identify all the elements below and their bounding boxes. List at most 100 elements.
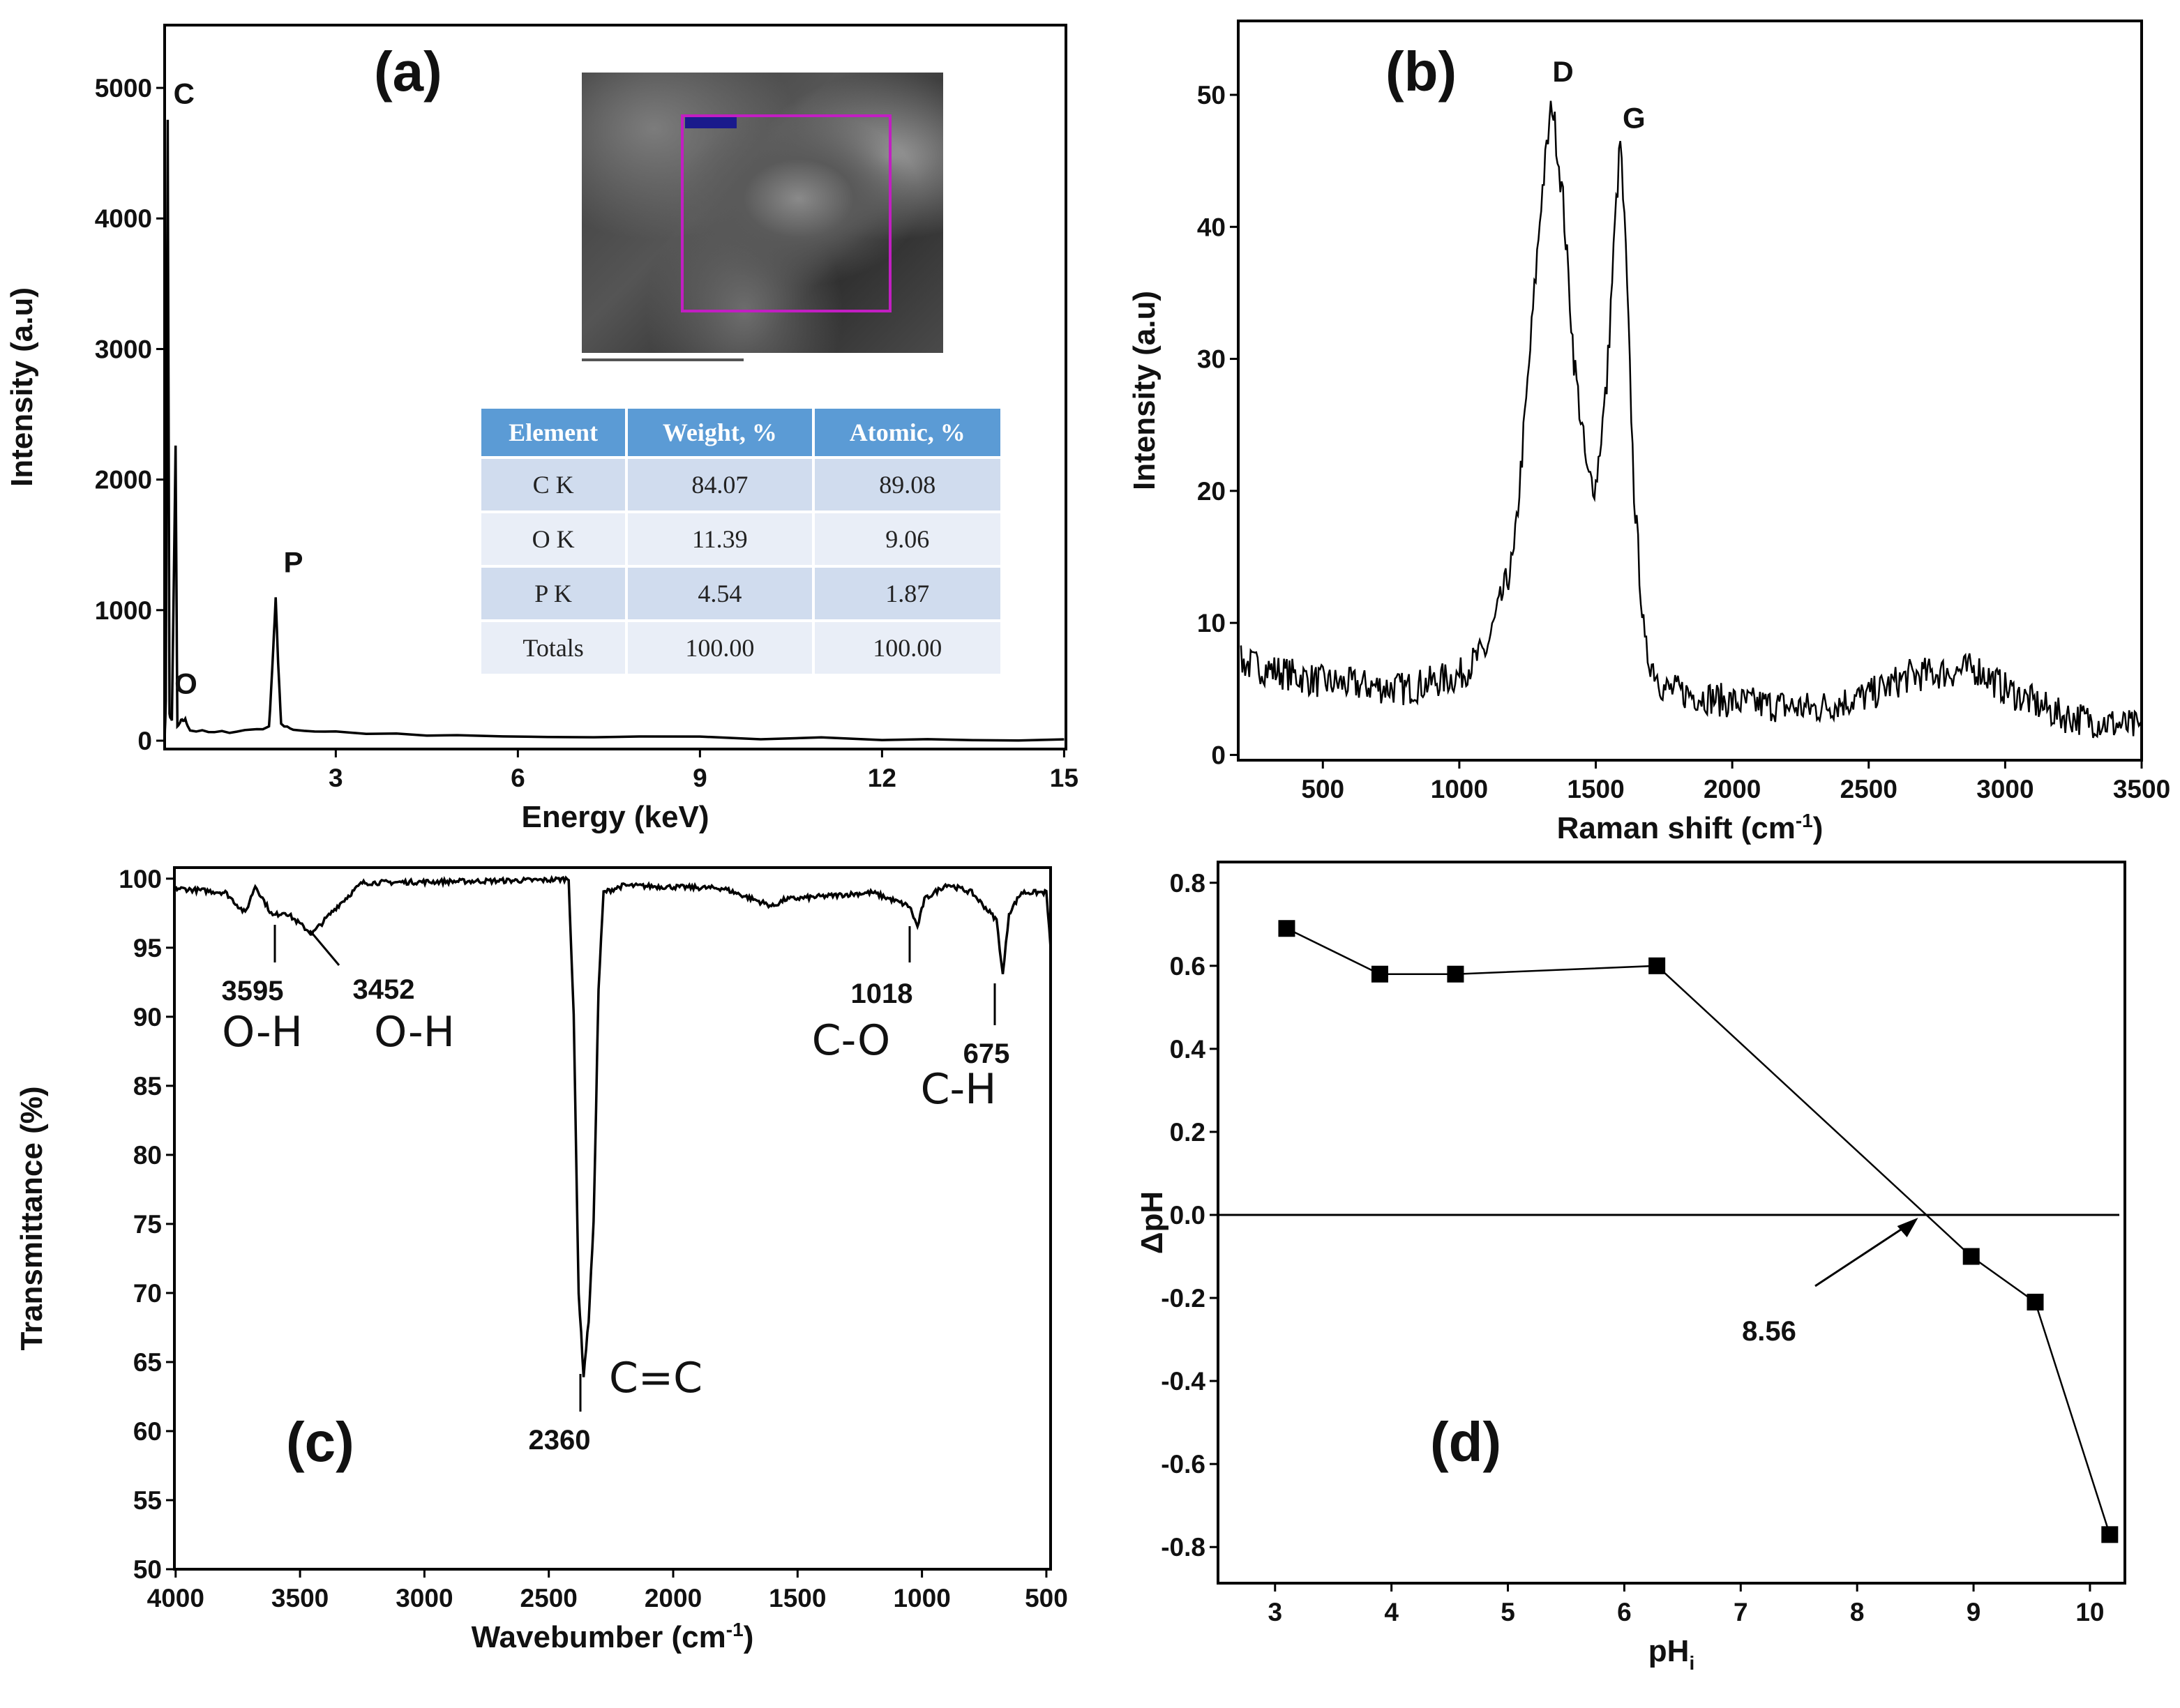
x-axis-title: Wavebumber (cm-1)	[472, 1619, 754, 1654]
table-row: Totals 100.00 100.00	[481, 622, 1000, 674]
edx-composition-table: Element Weight, % Atomic, % C K 84.07 89…	[479, 406, 1003, 677]
panel-label: (b)	[1385, 40, 1457, 103]
y-tick-label: 0.6	[1170, 952, 1205, 981]
x-tick-label: 12	[868, 764, 896, 792]
y-tick-label: 2000	[95, 466, 152, 494]
y-tick-label: 85	[133, 1072, 162, 1101]
wavenumber-label: 675	[963, 1038, 1010, 1069]
panel-d: 3 4 5 6 7 8 9 10 0.8 0.6 0.4 0.2 0.0 -0.2 -0.4 -0.6 -0.8…	[1135, 861, 2126, 1674]
x-tick-label: 4000	[147, 1584, 204, 1612]
cell: 100.00	[814, 622, 1000, 674]
panel-b: 500 1000 1500 2000 2500 3000 3500 0 10 20 30 40 50 Ra…	[1127, 20, 2170, 845]
table-header-row: Element Weight, % Atomic, %	[481, 409, 1000, 456]
cell: 89.08	[814, 459, 1000, 511]
y-tick-label: 0.0	[1170, 1201, 1205, 1230]
y-tick-label: 0.4	[1170, 1035, 1206, 1064]
functional-group-label: C=C	[609, 1354, 702, 1403]
x-tick-label: 3500	[271, 1584, 329, 1612]
x-axis-title-sup: -1	[726, 1619, 744, 1640]
functional-group-label: C-H	[921, 1065, 997, 1114]
x-tick-label: 15	[1050, 764, 1078, 792]
panel-a: 3 6 9 12 15 0 1000 2000 3000 4000 5000 Energy (keV)…	[5, 24, 1078, 834]
y-tick-label: 60	[133, 1417, 162, 1446]
delta-ph-line	[1286, 928, 2111, 1535]
x-tick-label: 2500	[1840, 775, 1897, 803]
sem-spectrum-tag	[685, 117, 737, 128]
x-tick-label: 7	[1734, 1598, 1748, 1626]
functional-group-label: O-H	[222, 1008, 303, 1057]
y-axis-title: ΔpH	[1135, 1191, 1169, 1254]
x-tick-label: 3000	[396, 1584, 453, 1612]
y-tick-label: 3000	[95, 335, 152, 363]
x-axis-title-text: Energy (keV)	[522, 800, 709, 834]
wavenumber-label: 3452	[353, 974, 415, 1005]
wavenumber-label: 2360	[529, 1425, 591, 1456]
x-axis-title-text: Raman shift (cm	[1557, 811, 1796, 845]
spectrum-line	[174, 875, 1051, 1377]
y-tick-label: 70	[133, 1279, 162, 1308]
functional-group-label: O-H	[374, 1008, 455, 1057]
plot-frame	[1217, 861, 2126, 1585]
cell: 9.06	[814, 513, 1000, 565]
x-axis-title: pHi	[1648, 1634, 1694, 1674]
table-row: C K 84.07 89.08	[481, 459, 1000, 511]
cell: P K	[481, 568, 626, 619]
panel-label: (a)	[374, 40, 442, 103]
x-tick-label: 3000	[1976, 775, 2034, 803]
panel-label: (c)	[286, 1411, 354, 1473]
y-tick-label: 50	[133, 1555, 162, 1584]
y-tick-label: 4000	[95, 204, 152, 233]
y-tick-label: 10	[1197, 609, 1226, 637]
data-point	[1648, 957, 1666, 974]
x-tick-label: 6	[511, 764, 525, 792]
data-point	[1962, 1248, 1980, 1265]
sem-scale-bar	[582, 358, 744, 361]
x-tick-label: 1500	[769, 1584, 826, 1612]
spectrum-line	[165, 119, 1065, 743]
x-axis-title-text: pH	[1648, 1634, 1690, 1668]
x-tick-label: 2500	[520, 1584, 578, 1612]
sem-image	[582, 73, 943, 353]
x-axis-title: Energy (keV)	[522, 800, 709, 834]
x-axis-title-text: Wavebumber (cm	[472, 1620, 726, 1654]
table-row: O K 11.39 9.06	[481, 513, 1000, 565]
panel-label: (d)	[1430, 1411, 1501, 1473]
y-tick-label: 55	[133, 1486, 162, 1515]
y-axis-title: Intensity (a.u)	[1127, 291, 1162, 490]
x-tick-label: 500	[1025, 1584, 1068, 1612]
cell: O K	[481, 513, 626, 565]
x-tick-label: 2000	[645, 1584, 702, 1612]
y-tick-label: 1000	[95, 596, 152, 625]
plot-frame	[163, 24, 1067, 750]
peak-label: O	[174, 667, 197, 700]
cell: Totals	[481, 622, 626, 674]
y-tick-label: 30	[1197, 345, 1226, 374]
peak-label: P	[283, 546, 303, 579]
x-tick-label: 500	[1301, 775, 1344, 803]
y-tick-label: -0.8	[1161, 1533, 1205, 1562]
annotation-arrow	[1814, 1220, 1914, 1287]
x-axis-title-sup: -1	[1796, 810, 1813, 831]
cell: C K	[481, 459, 626, 511]
y-tick-label: 5000	[95, 74, 152, 103]
peak-label: D	[1552, 55, 1573, 88]
plot-frame	[1237, 20, 2143, 762]
data-point	[2027, 1293, 2044, 1310]
cell: 1.87	[814, 568, 1000, 619]
y-tick-label: -0.2	[1161, 1284, 1205, 1313]
x-tick-label: 3	[1268, 1598, 1282, 1626]
y-tick-label: 0	[1211, 741, 1226, 769]
y-axis-title: Transmittance (%)	[15, 1087, 49, 1351]
data-point	[1371, 965, 1388, 983]
y-axis-title: Intensity (a.u)	[5, 287, 39, 487]
x-tick-label: 8	[1850, 1598, 1865, 1626]
table-row: P K 4.54 1.87	[481, 568, 1000, 619]
x-tick-label: 10	[2075, 1598, 2104, 1626]
y-tick-label: 0.8	[1170, 869, 1205, 898]
y-tick-label: 50	[1197, 81, 1226, 109]
cell: 11.39	[628, 513, 812, 565]
y-tick-label: 95	[133, 934, 162, 962]
sem-roi-box	[681, 114, 892, 312]
